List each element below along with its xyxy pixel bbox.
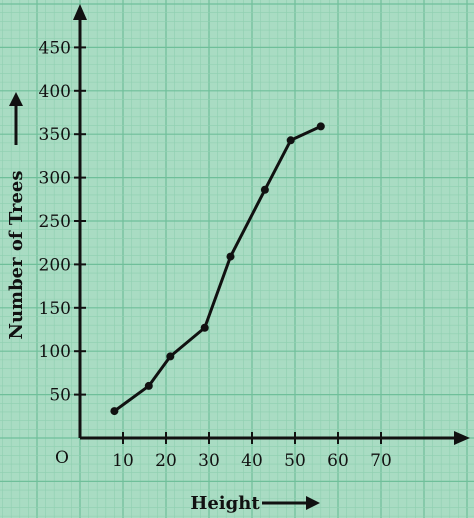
data-point [286,136,295,145]
series-line [113,125,322,413]
x-tick-label: 10 [112,451,134,471]
y-tick-label: 350 [39,125,71,145]
ticks: 50 100 150 200 250 300 350 400 450 10 20 30 40 50 60 70 [39,38,392,471]
x-tick-label: 20 [155,451,177,471]
axes [73,4,470,445]
x-tick-label: 60 [327,451,349,471]
y-tick-label: 150 [39,299,71,319]
x-tick-label: 50 [284,451,306,471]
y-tick-label: 250 [39,212,71,232]
data-point [200,323,209,332]
x-tick-label: 30 [198,451,220,471]
data-point [144,381,153,390]
origin-label: O [55,448,69,468]
y-axis-arrow [73,4,87,20]
y-title-arrow-head [9,92,23,106]
y-tick-label: 200 [39,255,71,275]
y-tick-label: 450 [39,38,71,58]
x-axis-arrow [454,431,470,445]
data-point [166,352,175,361]
y-tick-label: 100 [39,342,71,362]
y-tick-label: 400 [39,82,71,102]
x-axis-title: Height [190,493,260,514]
series [110,122,325,416]
y-tick-label: 50 [49,386,71,406]
y-axis-title: Number of Trees [6,171,27,340]
data-point [110,407,119,416]
x-title-arrow-head [306,496,320,510]
x-tick-label: 70 [370,451,392,471]
data-point [260,185,269,194]
x-tick-label: 40 [241,451,263,471]
data-point [316,122,325,131]
data-point [226,252,235,261]
y-tick-label: 300 [39,169,71,189]
